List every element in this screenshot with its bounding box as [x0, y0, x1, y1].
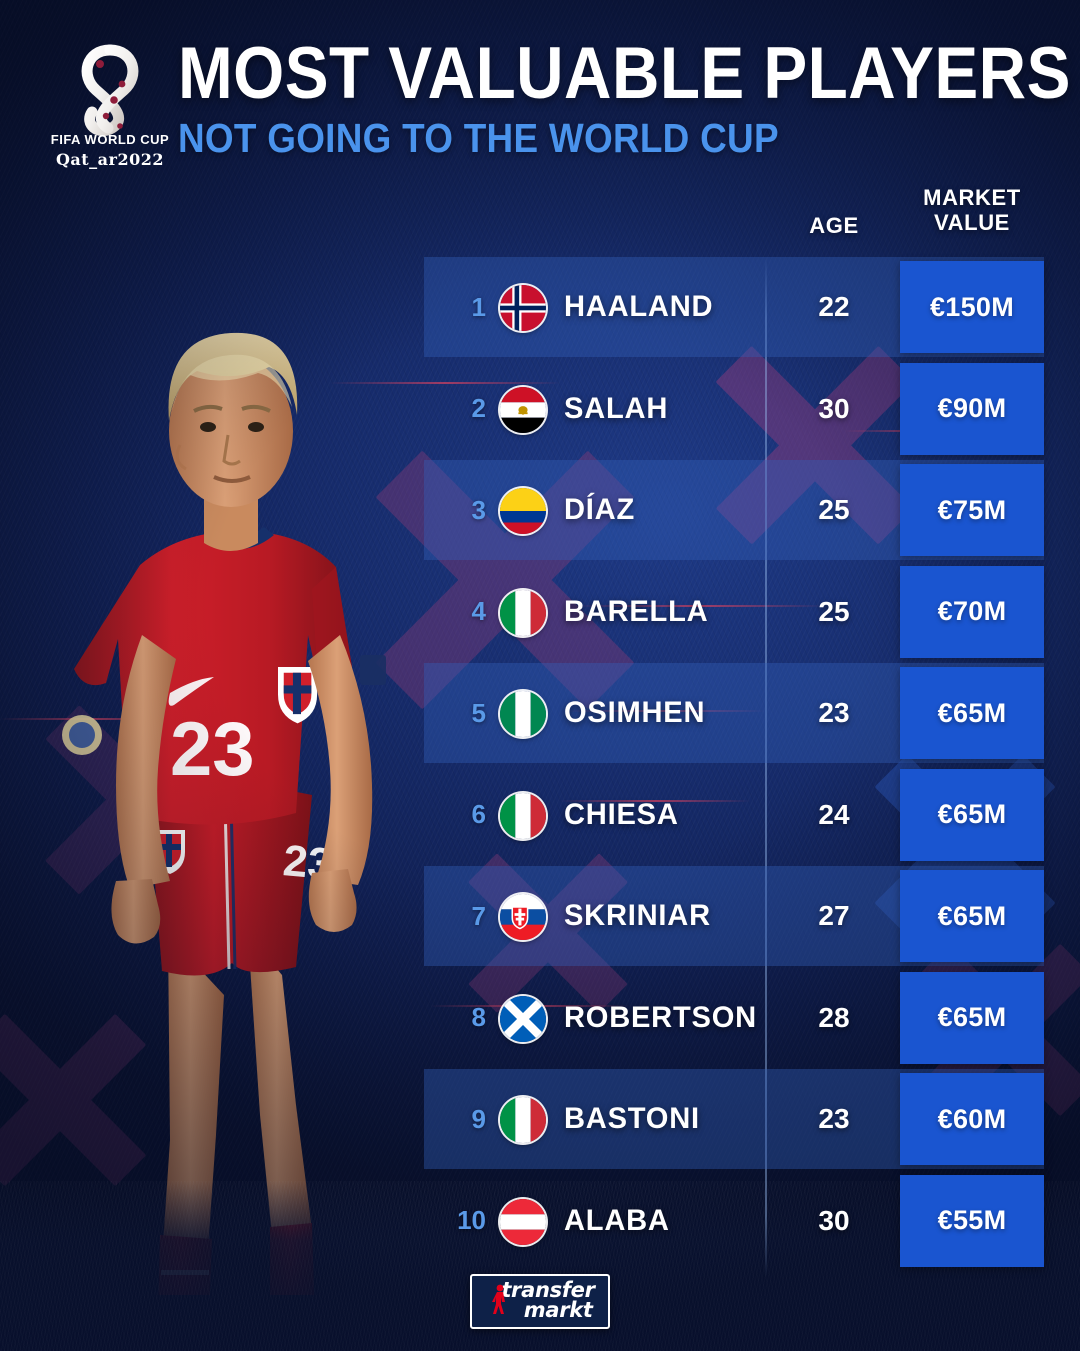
- fifa-world-cup-label: FIFA WORLD CUP: [50, 132, 170, 147]
- player-age: 25: [818, 494, 850, 525]
- italy-flag-icon: [500, 589, 546, 636]
- market-value: €70M: [937, 596, 1007, 626]
- player-age: 22: [818, 291, 850, 322]
- player-rank: 2: [471, 393, 486, 423]
- qatar-loop-icon: [81, 44, 139, 136]
- player-rank: 4: [471, 596, 486, 626]
- market-value-box: €75M: [900, 464, 1044, 556]
- player-name: BARELLA: [564, 594, 709, 628]
- player-name: BASTONI: [564, 1102, 700, 1135]
- title-block: MOST VALUABLE PLAYERS NOT GOING TO THE W…: [178, 33, 1080, 161]
- market-value: €65M: [937, 900, 1007, 931]
- table-row[interactable]: 10 ALABA 30 €55M: [424, 1171, 1044, 1271]
- egypt-flag-icon: [500, 386, 546, 433]
- slovakia-flag-icon: [500, 894, 546, 940]
- italy-flag-icon: [500, 792, 546, 839]
- player-name: CHIESA: [564, 797, 679, 831]
- player-rank: 7: [471, 900, 486, 931]
- transfermarkt-logo[interactable]: transfer markt: [470, 1274, 610, 1329]
- market-value-box: €65M: [900, 768, 1044, 861]
- scotland-flag-icon: [500, 995, 546, 1042]
- page-subtitle: NOT GOING TO THE WORLD CUP: [178, 114, 779, 161]
- table-row[interactable]: 8 ROBERTSON 28 €65M: [424, 968, 1044, 1068]
- market-value: €55M: [937, 1205, 1007, 1235]
- market-value-box: €60M: [900, 1073, 1044, 1165]
- players-table: 1 HAALAND 22 €150M 2 SALAH 30 €90M 3: [424, 257, 1044, 1277]
- table-row[interactable]: 2 SALAH 30 €90M: [424, 359, 1044, 459]
- footer: transfer markt: [0, 1274, 1080, 1329]
- market-value-box: €55M: [900, 1174, 1044, 1267]
- table-row[interactable]: 1 HAALAND 22 €150M: [424, 257, 1044, 357]
- market-value: €150M: [929, 291, 1015, 322]
- player-rank: 9: [471, 1103, 486, 1134]
- nigeria-flag-icon: [500, 691, 546, 737]
- market-value-box: €65M: [900, 971, 1044, 1064]
- player-name: DÍAZ: [564, 493, 636, 526]
- player-photo: 23 23: [20, 235, 440, 1351]
- table-row[interactable]: 6 CHIESA 24 €65M: [424, 765, 1044, 865]
- column-header-market-value: MARKET VALUE: [900, 185, 1044, 235]
- player-rank: 8: [471, 1002, 486, 1032]
- market-value-box: €65M: [900, 667, 1044, 759]
- player-rank: 1: [471, 291, 486, 322]
- austria-flag-icon: [500, 1198, 546, 1245]
- table-row[interactable]: 4 BARELLA 25 €70M: [424, 562, 1044, 662]
- player-name: SKRINIAR: [564, 899, 711, 932]
- player-rank: 3: [471, 494, 486, 525]
- market-value-box: €70M: [900, 565, 1044, 658]
- player-age: 27: [818, 900, 850, 931]
- table-row[interactable]: 3 DÍAZ 25 €75M: [424, 460, 1044, 560]
- player-name: HAALAND: [564, 290, 714, 323]
- market-value: €65M: [937, 697, 1007, 728]
- player-age: 24: [818, 798, 850, 830]
- market-value-box: €65M: [900, 870, 1044, 962]
- fifa-world-cup-qatar-2022-logo-icon: FIFA WORLD CUP Qat_ar2022: [40, 36, 180, 176]
- player-name: ROBERTSON: [564, 1000, 757, 1034]
- player-name: ALABA: [564, 1203, 670, 1237]
- player-age: 25: [818, 595, 850, 627]
- market-value-box: €150M: [900, 261, 1044, 353]
- header: FIFA WORLD CUP Qat_ar2022 MOST VALUABLE …: [0, 0, 1080, 185]
- column-header-market-value-line1: MARKET: [923, 185, 1021, 210]
- market-value: €60M: [937, 1103, 1007, 1134]
- transfermarkt-logo-line1: transfer: [501, 1278, 595, 1303]
- player-age: 23: [818, 1103, 850, 1134]
- market-value: €65M: [937, 1002, 1007, 1032]
- player-rank: 5: [471, 697, 486, 728]
- column-header-market-value-line2: VALUE: [934, 210, 1010, 236]
- colombia-flag-icon: [500, 488, 546, 534]
- norway-flag-icon: [500, 285, 546, 331]
- market-value: €75M: [937, 494, 1007, 525]
- player-illustration: 23 23: [62, 332, 386, 1351]
- player-age: 28: [818, 1001, 850, 1033]
- svg-text:23: 23: [170, 707, 255, 792]
- italy-flag-icon: [500, 1097, 546, 1143]
- table-row[interactable]: 9 BASTONI 23 €60M: [424, 1069, 1044, 1169]
- transfermarkt-player-figure-icon: [492, 1284, 506, 1315]
- player-age: 30: [818, 392, 850, 424]
- qatar-2022-label: Qat_ar2022: [55, 150, 165, 169]
- market-value: €90M: [937, 393, 1007, 423]
- page-title: MOST VALUABLE PLAYERS: [178, 33, 1071, 114]
- player-rank: 6: [471, 799, 486, 829]
- player-age: 30: [818, 1204, 850, 1236]
- table-row[interactable]: 5 OSIMHEN 23 €65M: [424, 663, 1044, 763]
- player-name: SALAH: [564, 391, 669, 425]
- table-row[interactable]: 7 SKRINIAR 27 €65M: [424, 866, 1044, 966]
- market-value-box: €90M: [900, 362, 1044, 455]
- transfermarkt-logo-line2: markt: [523, 1298, 593, 1323]
- player-name: OSIMHEN: [564, 696, 706, 729]
- column-header-age: AGE: [809, 213, 859, 238]
- column-divider: [765, 257, 767, 1277]
- player-rank: 10: [457, 1205, 486, 1235]
- player-age: 23: [818, 697, 850, 728]
- market-value: €65M: [937, 799, 1007, 829]
